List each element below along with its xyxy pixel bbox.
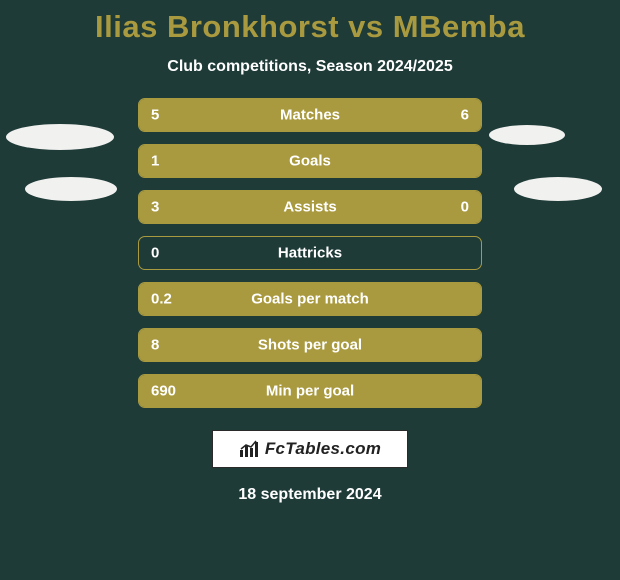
stat-bar-left — [139, 283, 481, 315]
stat-row: Min per goal690 — [138, 374, 482, 408]
stat-bar-left — [139, 375, 481, 407]
stat-value-left: 0 — [151, 245, 159, 262]
stat-row: Goals per match0.2 — [138, 282, 482, 316]
brand-chart-icon — [239, 440, 259, 458]
generation-date: 18 september 2024 — [0, 486, 620, 504]
stat-row: Assists30 — [138, 190, 482, 224]
comparison-card: Ilias Bronkhorst vs MBemba Club competit… — [0, 0, 620, 580]
comparison-rows: Matches56 Goals1 Assists30 Hattricks0 Goals … — [138, 98, 482, 408]
stat-row: Goals1 — [138, 144, 482, 178]
stat-bar-left — [139, 329, 481, 361]
decorative-ellipse — [514, 177, 602, 201]
stat-label: Hattricks — [139, 245, 481, 262]
subtitle: Club competitions, Season 2024/2025 — [0, 58, 620, 76]
decorative-ellipse — [25, 177, 117, 201]
stat-bar-left — [139, 145, 481, 177]
stat-row: Hattricks0 — [138, 236, 482, 270]
page-title: Ilias Bronkhorst vs MBemba — [0, 10, 620, 44]
stat-bar-left — [139, 191, 481, 223]
stat-bar-right — [293, 99, 481, 131]
decorative-ellipse — [489, 125, 565, 145]
brand-badge: FcTables.com — [212, 430, 408, 468]
stat-row: Shots per goal8 — [138, 328, 482, 362]
stat-bar-left — [139, 99, 293, 131]
decorative-ellipse — [6, 124, 114, 150]
brand-text: FcTables.com — [265, 439, 381, 459]
stat-row: Matches56 — [138, 98, 482, 132]
